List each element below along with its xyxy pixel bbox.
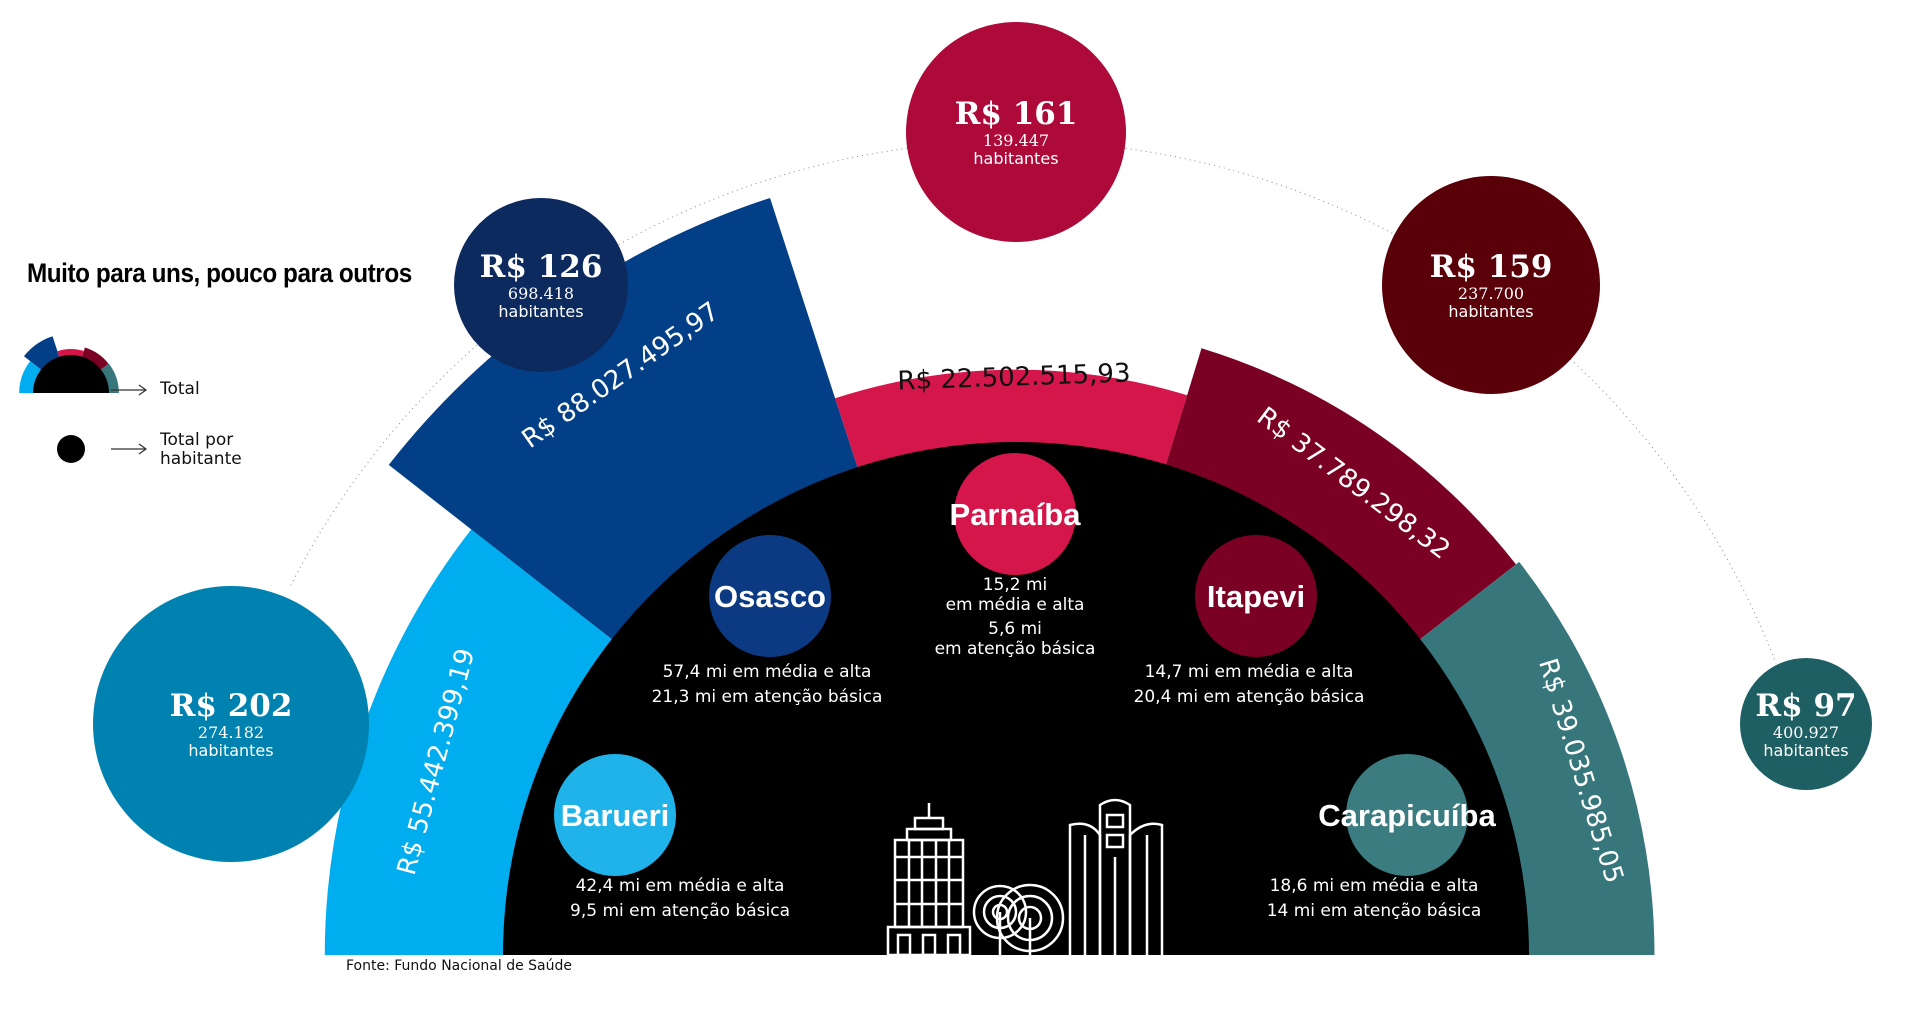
population-unit-parnaiba: habitantes <box>973 149 1058 168</box>
population-itapevi: 237.700 <box>1458 284 1524 303</box>
per-capita-value-osasco: R$ 126 <box>480 249 603 285</box>
city-badge-barueri <box>554 754 676 876</box>
per-capita-value-parnaiba: R$ 161 <box>955 96 1078 132</box>
city-badge-osasco <box>709 535 831 657</box>
per-capita-value-barueri: R$ 202 <box>170 688 293 724</box>
breakdown-parnaiba-line2: em média e alta <box>946 595 1085 615</box>
population-unit-osasco: habitantes <box>498 302 583 321</box>
breakdown-parnaiba-line3: 5,6 mi <box>988 619 1042 639</box>
city-name-itapevi: Itapevi <box>1207 579 1305 614</box>
legend-total-icon <box>19 336 119 393</box>
breakdown-osasco-line1: 57,4 mi em média e alta <box>663 662 872 682</box>
city-badge-parnaiba <box>954 453 1076 575</box>
source-note: Fonte: Fundo Nacional de Saúde <box>346 958 572 974</box>
breakdown-barueri-line1: 42,4 mi em média e alta <box>576 876 785 896</box>
breakdown-carapicuiba-line2: 14 mi em atenção básica <box>1267 901 1482 921</box>
chart-title: Muito para uns, pouco para outros <box>27 258 412 288</box>
per-capita-circle-barueri <box>93 586 369 862</box>
population-parnaiba: 139.447 <box>983 131 1049 150</box>
breakdown-itapevi-line1: 14,7 mi em média e alta <box>1145 662 1354 682</box>
breakdown-carapicuiba-line1: 18,6 mi em média e alta <box>1270 876 1479 896</box>
breakdown-itapevi-line2: 20,4 mi em atenção básica <box>1134 687 1365 707</box>
legend-per-capita-icon <box>57 435 85 463</box>
city-name-osasco: Osasco <box>714 579 826 614</box>
per-capita-circle-parnaiba <box>906 22 1126 242</box>
per-capita-value-itapevi: R$ 159 <box>1430 249 1553 285</box>
population-barueri: 274.182 <box>198 723 264 742</box>
per-capita-circle-itapevi <box>1382 176 1600 394</box>
skyline-illustration <box>886 798 1164 957</box>
city-name-carapicuiba: Carapicuíba <box>1318 798 1496 833</box>
population-carapicuiba: 400.927 <box>1773 723 1839 742</box>
legend-center-disc <box>33 355 109 393</box>
breakdown-osasco-line2: 21,3 mi em atenção básica <box>652 687 883 707</box>
city-badge-carapicuiba <box>1346 754 1468 876</box>
per-capita-circle-osasco <box>454 198 628 372</box>
city-badge-itapevi <box>1195 535 1317 657</box>
city-name-barueri: Barueri <box>561 798 670 833</box>
population-unit-itapevi: habitantes <box>1448 302 1533 321</box>
population-unit-carapicuiba: habitantes <box>1763 741 1848 760</box>
breakdown-parnaiba-line4: em atenção básica <box>935 639 1096 659</box>
city-name-parnaiba: Parnaíba <box>950 497 1082 532</box>
legend-per-capita-label: Total por habitante <box>160 431 242 469</box>
legend-per-capita-line2: habitante <box>160 449 242 469</box>
breakdown-barueri-line2: 9,5 mi em atenção básica <box>570 901 790 921</box>
legend-arrow-icon <box>111 384 148 455</box>
per-capita-value-carapicuiba: R$ 97 <box>1755 688 1856 724</box>
breakdown-parnaiba-line1: 15,2 mi <box>983 575 1048 595</box>
legend-per-capita-line1: Total por <box>160 430 234 450</box>
population-osasco: 698.418 <box>508 284 574 303</box>
legend-total-label: Total <box>160 379 200 399</box>
per-capita-circle-carapicuiba <box>1740 658 1872 790</box>
population-unit-barueri: habitantes <box>188 741 273 760</box>
